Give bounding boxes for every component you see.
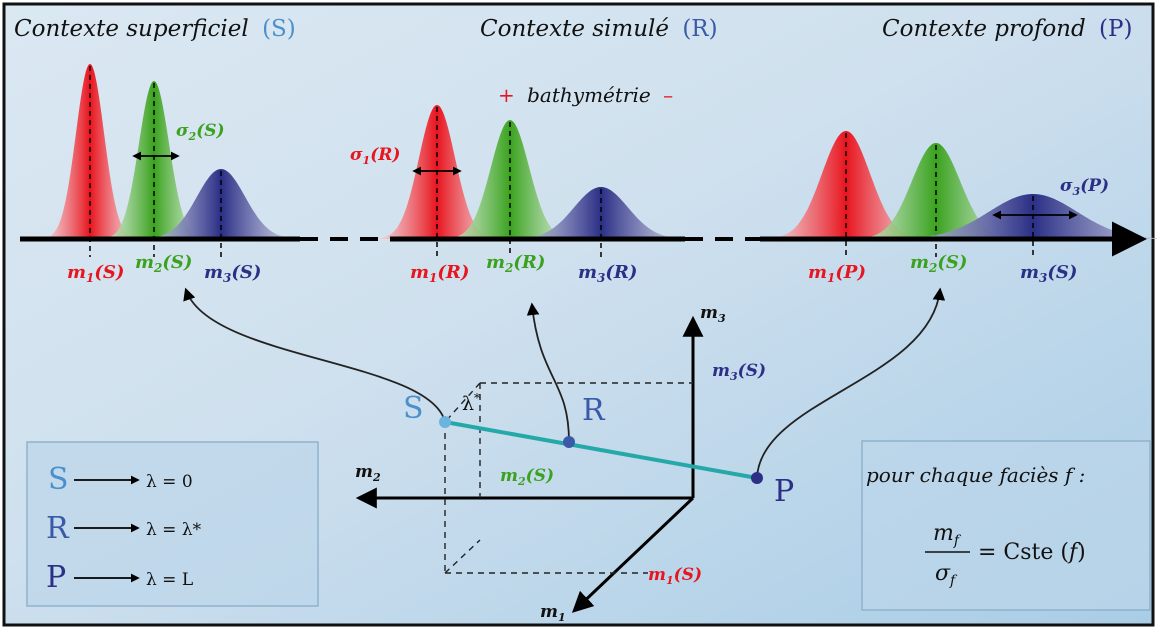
mean-label-p2: m2(S) [910,252,967,275]
title-superficial: Contexte superficiel (S) [14,16,296,42]
mean-label-r3: m3(R) [578,262,637,285]
point-p-label: P [774,474,794,509]
label-m1-axis: m1 [540,602,566,624]
connector-r [526,302,570,443]
legend-letter-r: R [46,511,70,546]
connector-p [756,287,946,479]
point-r-dot [563,436,575,448]
title-simulated: Contexte simulé (R) [480,16,718,42]
mean-label-r1: m1(R) [410,262,469,285]
dashed-box [444,382,693,574]
mean-label-p3: m3(S) [1020,262,1077,285]
legend-text-p: λ = L [146,570,193,590]
connector-arrows [183,287,946,479]
axis-m1 [571,496,695,613]
sigma-arrows [132,151,1078,220]
point-s-dot [439,416,451,428]
point-p-dot [751,472,763,484]
label-m1S: m1(S) [648,565,702,587]
formula-numerator: mf [933,521,962,549]
legend-box: S λ = 0 R λ = λ* P λ = L [26,441,319,607]
label-m3-axis: m3 [700,303,726,325]
formula-rhs: = Cste (f) [978,540,1086,565]
bathymetry-label: + bathymétrie – [498,83,673,107]
curve-s-blue [125,169,317,239]
connector-s [183,287,446,423]
legend-letter-p: P [46,560,66,595]
legend-letter-s: S [48,462,69,497]
lambda-star-label: λ* [462,391,480,415]
formula-title: pour chaque faciès f : [866,463,1085,487]
label-m2-axis: m2 [355,462,381,484]
sigma-label-p: σ3(P) [1060,176,1109,198]
curve-p-red [750,131,942,239]
sigma-label-r: σ1(R) [350,145,400,167]
formula-box: pour chaque faciès f : mf σf = Cste (f) [861,440,1151,611]
mean-label-p1: m1(P) [808,262,866,285]
mean-label-s3: m3(S) [204,262,261,285]
mean-label-s2: m2(S) [135,252,192,275]
label-m3S: m3(S) [712,361,766,383]
point-s-label: S [403,391,424,426]
curve-r-blue [493,187,709,239]
formula-denominator: σf [935,561,958,589]
legend-text-s: λ = 0 [146,472,193,492]
mean-labels: m1(S) m2(S) m3(S) m1(R) m2(R) m3(R) m1(P… [67,252,1077,285]
srp-segment [444,420,758,480]
axis-labels-3d: m3 m2 m1 m3(S) m2(S) m1(S) [355,303,766,624]
label-m2S: m2(S) [500,466,554,488]
legend-text-r: λ = λ* [146,520,202,540]
mean-label-s1: m1(S) [67,262,124,285]
sigma-label-s: σ2(S) [176,121,225,143]
title-deep: Contexte profond (P) [882,16,1132,42]
point-r-label: R [582,393,606,428]
mean-label-r2: m2(R) [486,252,545,275]
